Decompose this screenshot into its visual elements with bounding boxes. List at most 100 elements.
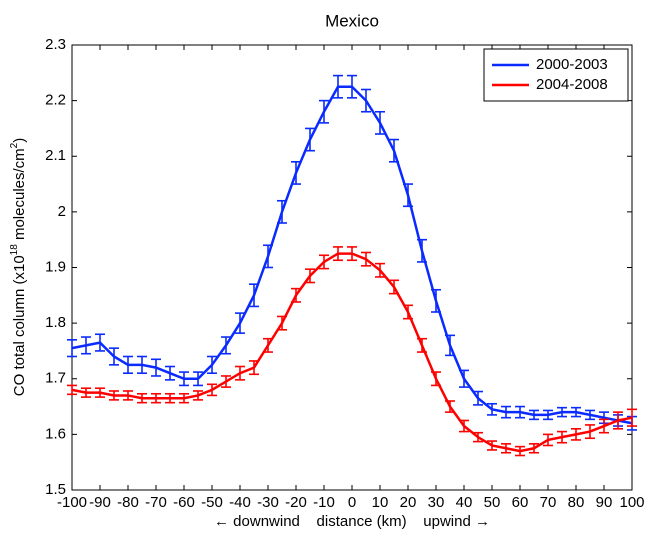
- error-bar: [501, 443, 511, 454]
- x-tick-label: -40: [229, 494, 251, 511]
- y-tick-label: 1.8: [45, 314, 66, 331]
- y-axis-label: CO total column (x1018 molecules/cm2): [9, 138, 28, 396]
- x-tick-label: 30: [428, 494, 445, 511]
- error-bar: [151, 392, 161, 404]
- error-bar: [403, 304, 413, 320]
- error-bar: [305, 127, 315, 152]
- error-bar: [347, 246, 357, 262]
- error-bar: [165, 365, 175, 381]
- error-bar: [403, 183, 413, 208]
- error-bar: [543, 433, 553, 447]
- x-tick-label: 20: [400, 494, 417, 511]
- error-bar: [515, 445, 525, 457]
- x-tick-label: 0: [348, 494, 356, 511]
- x-tick-label: 60: [512, 494, 529, 511]
- error-bar: [347, 74, 357, 99]
- y-tick-label: 1.5: [45, 481, 66, 498]
- error-bar: [221, 336, 231, 355]
- error-bar: [557, 430, 567, 444]
- x-tick-label: -90: [89, 494, 111, 511]
- error-bar: [235, 312, 245, 334]
- error-bar: [179, 371, 189, 387]
- error-bar: [277, 199, 287, 224]
- x-tick-label: -100: [57, 494, 87, 511]
- error-bar: [277, 315, 287, 331]
- error-bar: [67, 384, 77, 396]
- error-bar: [571, 428, 581, 441]
- error-bar: [361, 251, 371, 267]
- error-bar: [137, 355, 147, 374]
- error-bar: [417, 238, 427, 263]
- x-tick-label: 50: [484, 494, 501, 511]
- error-bar: [529, 409, 539, 421]
- error-bar: [123, 355, 133, 374]
- y-label-part: molecules/cm: [11, 148, 28, 244]
- x-tick-label: -70: [145, 494, 167, 511]
- error-bar: [193, 390, 203, 401]
- x-tick-label: -60: [173, 494, 195, 511]
- error-bar: [221, 375, 231, 388]
- x-tick-label: 10: [372, 494, 389, 511]
- error-bar: [375, 110, 385, 135]
- error-bar: [473, 431, 483, 443]
- error-bar: [333, 246, 343, 262]
- error-bar: [389, 138, 399, 163]
- y-tick-label: 2.2: [45, 92, 66, 109]
- error-bar: [305, 268, 315, 284]
- error-bar: [249, 283, 259, 308]
- error-bar: [235, 365, 245, 381]
- error-bar: [263, 337, 273, 353]
- error-bar: [291, 287, 301, 303]
- error-bar: [613, 411, 623, 430]
- x-tick-label: -20: [285, 494, 307, 511]
- error-bar: [95, 333, 105, 352]
- error-bar: [249, 360, 259, 376]
- error-bar: [487, 402, 497, 416]
- error-bar: [151, 358, 161, 377]
- y-tick-label: 2: [58, 203, 66, 220]
- error-bar: [431, 371, 441, 387]
- error-bar: [417, 337, 427, 353]
- error-bar: [67, 339, 77, 358]
- error-bar: [165, 392, 175, 404]
- error-bar: [529, 443, 539, 454]
- legend-label: 2004-2008: [536, 76, 608, 93]
- error-bar: [123, 390, 133, 401]
- error-bar: [207, 355, 217, 374]
- chart-title: Mexico: [325, 11, 379, 30]
- y-label-part: 18: [9, 244, 20, 256]
- error-bar: [291, 161, 301, 185]
- plot-frame: [71, 44, 633, 491]
- error-bar: [375, 262, 385, 278]
- series-line: [71, 252, 633, 453]
- y-tick-label: 1.7: [45, 370, 66, 387]
- y-label-part: ): [11, 138, 28, 143]
- error-bar: [501, 405, 511, 419]
- error-bar: [473, 390, 483, 406]
- x-tick-label: -50: [201, 494, 223, 511]
- error-bar: [81, 336, 91, 355]
- legend-box: [483, 48, 629, 102]
- error-bar: [459, 419, 469, 433]
- error-bar: [137, 392, 147, 404]
- error-bar: [459, 369, 469, 388]
- error-bar: [263, 244, 273, 269]
- x-tick-label: -80: [117, 494, 139, 511]
- error-bar: [109, 390, 119, 401]
- error-bar: [389, 279, 399, 295]
- x-tick-label: 70: [540, 494, 557, 511]
- y-tick-label: 2.3: [45, 36, 66, 53]
- error-bar: [179, 392, 189, 404]
- error-bar: [95, 387, 105, 398]
- error-bar: [445, 400, 455, 413]
- error-bar: [557, 406, 567, 418]
- legend-label: 2000-2003: [536, 56, 608, 73]
- y-tick-label: 1.6: [45, 425, 66, 442]
- y-tick-label: 2.1: [45, 147, 66, 164]
- error-bar: [445, 334, 455, 357]
- error-bar: [193, 371, 203, 387]
- error-bar: [585, 409, 595, 421]
- error-bar: [319, 254, 329, 270]
- x-tick-label: 80: [568, 494, 585, 511]
